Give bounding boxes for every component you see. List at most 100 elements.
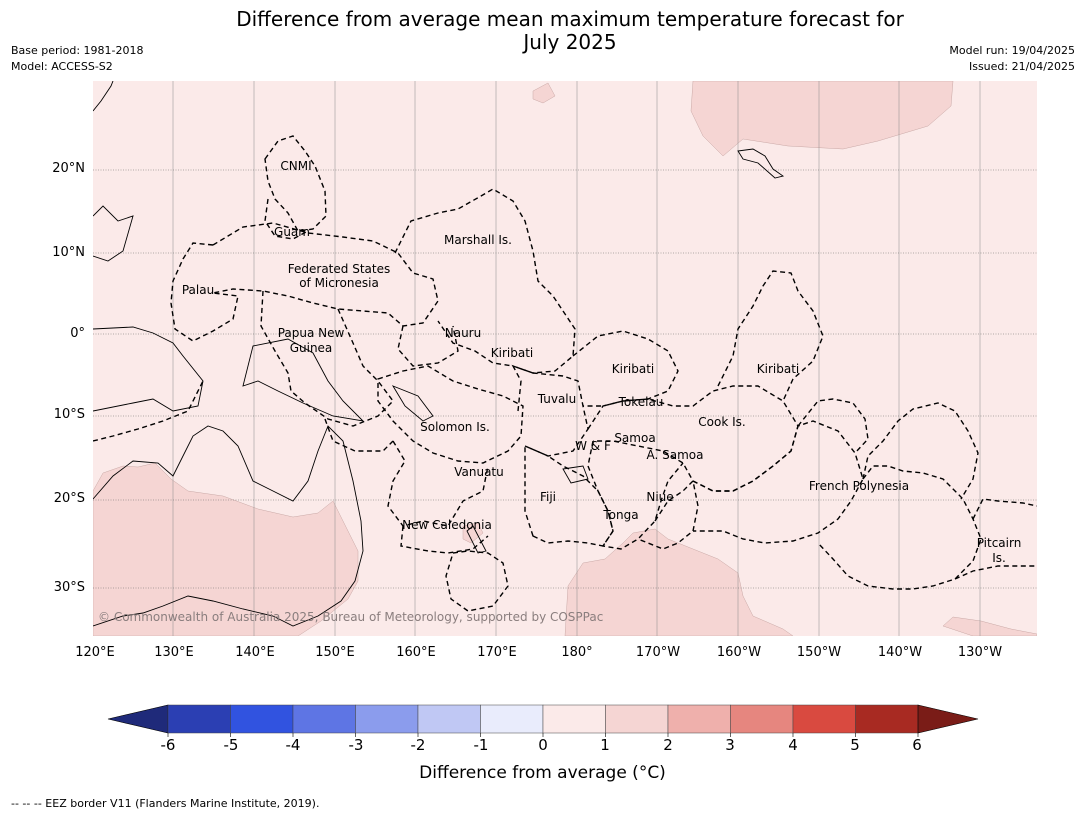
eez-tuvalu — [511, 364, 589, 457]
patch-north-small — [532, 82, 556, 104]
patch-australia — [93, 462, 359, 636]
colorbar-tick-label: -5 — [223, 736, 239, 754]
eez-nauru — [397, 325, 459, 367]
base-period: Base period: 1981-2018 — [11, 44, 144, 57]
eez-marshall — [394, 188, 576, 374]
eez-niue — [637, 479, 699, 550]
patch-south-east — [942, 616, 1037, 636]
eez-footnote: -- -- -- EEZ border V11 (Flanders Marine… — [11, 797, 320, 810]
lon-tick-150e: 150°E — [315, 645, 355, 660]
label-solomon: Solomon Is. — [420, 420, 490, 434]
title-line-1: Difference from average mean maximum tem… — [236, 7, 904, 31]
label-kiribati-e: Kiribati — [757, 362, 799, 376]
metadata-left: Base period: 1981-2018 Model: ACCESS-S2 — [11, 43, 143, 75]
lon-tick-120e: 120°E — [75, 645, 115, 660]
eez-vanuatu — [387, 440, 489, 527]
colorbar-segment — [855, 704, 919, 734]
lon-tick-130w: 130°W — [957, 645, 1003, 660]
lat-tick-20s: 20°S — [53, 491, 85, 506]
lon-tick-180: 180° — [561, 645, 593, 660]
label-marshall: Marshall Is. — [444, 233, 512, 247]
eez-french-polynesia — [817, 465, 982, 590]
eez-borders — [93, 135, 1037, 612]
lat-tick-0: 0° — [70, 326, 85, 341]
colorbar-segment — [667, 704, 731, 734]
eez-tokelau-cook — [587, 385, 799, 492]
colorbar-label-text: Difference from average ( — [419, 763, 639, 783]
label-vanuatu: Vanuatu — [454, 465, 504, 479]
patch-north-pacific — [690, 81, 954, 157]
colorbar-extend-high — [917, 704, 979, 734]
title-line-2: July 2025 — [523, 30, 617, 54]
colorbar-tick-label: -4 — [285, 736, 301, 754]
colorbar-label: Difference from average (°C) — [0, 763, 1085, 783]
eez-fp-north — [862, 402, 979, 500]
lat-tick-10s: 10°S — [53, 407, 85, 422]
anomaly-patches — [93, 81, 1037, 636]
label-pitcairn-1: Pitcairn — [977, 536, 1022, 550]
colorbar-segment — [417, 704, 481, 734]
eez-norfolk — [445, 550, 509, 612]
eez-cook — [692, 420, 864, 544]
lon-tick-170e: 170°E — [477, 645, 517, 660]
label-tuvalu: Tuvalu — [537, 392, 577, 406]
colorbar-tick-label: 2 — [663, 736, 673, 754]
lon-tick-140w: 140°W — [877, 645, 923, 660]
model-run: Model run: 19/04/2025 — [949, 44, 1075, 57]
colorbar-segment — [355, 704, 419, 734]
colorbar-tick-label: -3 — [348, 736, 364, 754]
patch-fiji-south — [462, 522, 484, 544]
eez-fiji — [524, 444, 614, 547]
eez-palau — [170, 242, 239, 342]
colorbar-tick-label: -2 — [410, 736, 426, 754]
eez-kiribati-phoenix — [572, 330, 679, 407]
label-niue: Niue — [646, 490, 673, 504]
lon-tick-150w: 150°W — [796, 645, 842, 660]
lat-tick-30s: 30°S — [53, 580, 85, 595]
colorbar-label-unit: °C) — [638, 763, 666, 783]
colorbar-tick-label: 1 — [600, 736, 610, 754]
label-cnmi: CNMI — [280, 159, 311, 173]
label-kiribati-w: Kiribati — [491, 346, 533, 360]
colorbar-segment — [230, 704, 294, 734]
colorbar-extend-low — [107, 704, 169, 734]
lon-tick-170w: 170°W — [635, 645, 681, 660]
label-guam: Guam — [274, 225, 310, 239]
lat-tick-20n: 20°N — [52, 161, 85, 176]
colorbar-segment — [480, 704, 544, 734]
label-samoa: Samoa — [614, 431, 655, 445]
label-pitcairn-2: Is. — [992, 551, 1006, 565]
eez-australia-north — [93, 380, 204, 442]
label-fiji: Fiji — [540, 490, 556, 504]
label-png-1: Papua New — [278, 326, 345, 340]
colorbar-tick-label: 0 — [538, 736, 548, 754]
metadata-right: Model run: 19/04/2025 Issued: 21/04/2025 — [949, 43, 1075, 75]
colorbar-tick-label: 4 — [788, 736, 798, 754]
eez-pitcairn-north — [954, 565, 1037, 580]
lon-tick-140e: 140°E — [235, 645, 275, 660]
colorbar-segment — [730, 704, 794, 734]
lat-tick-10n: 10°N — [52, 245, 85, 260]
copyright-notice: © Commonwealth of Australia 2025, Bureau… — [98, 610, 603, 624]
label-fsm-1: Federated States — [288, 262, 390, 276]
model-name: Model: ACCESS-S2 — [11, 60, 113, 73]
patch-south-central — [564, 528, 794, 636]
colorbar-tick-label: -6 — [160, 736, 176, 754]
colorbar-tick-marks — [167, 733, 919, 737]
grid-meridians — [172, 81, 981, 636]
colorbar-tick-label: 5 — [850, 736, 860, 754]
eez-fsm — [212, 222, 439, 327]
forecast-map: CNMI Guam Marshall Is. Federated States … — [93, 81, 1037, 636]
label-cook: Cook Is. — [698, 415, 745, 429]
eez-kiribati-line — [717, 270, 824, 402]
issued-date: Issued: 21/04/2025 — [968, 60, 1075, 73]
lon-tick-160e: 160°E — [396, 645, 436, 660]
eez-labels: CNMI Guam Marshall Is. Federated States … — [182, 159, 1021, 565]
eez-cnmi — [264, 135, 327, 232]
chart-title: Difference from average mean maximum tem… — [0, 8, 1085, 54]
lon-tick-160w: 160°W — [716, 645, 762, 660]
label-asamoa: A. Samoa — [647, 448, 704, 462]
colorbar-segment — [292, 704, 356, 734]
colorbar-tick-label: -1 — [473, 736, 489, 754]
colorbar-segment — [167, 704, 231, 734]
